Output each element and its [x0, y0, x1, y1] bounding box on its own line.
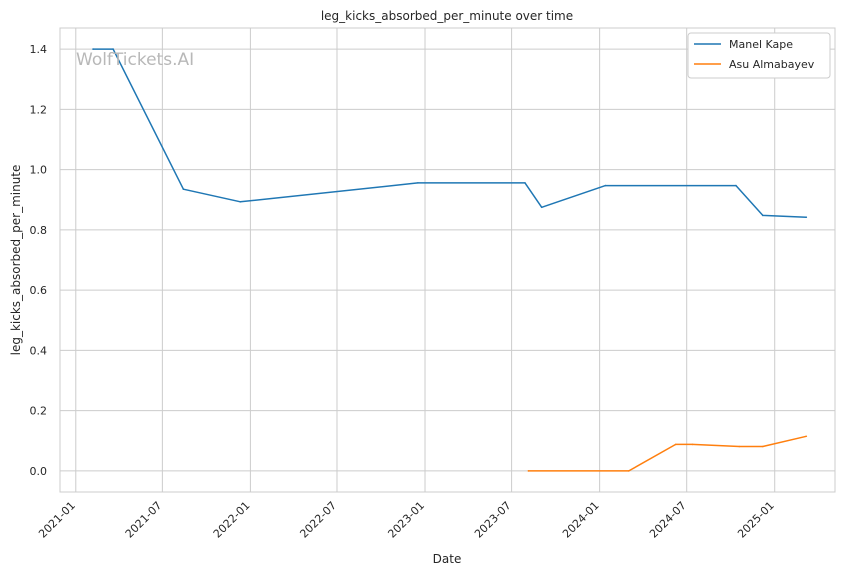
grid [60, 28, 835, 492]
x-tick-label: 2021-01 [36, 499, 78, 541]
x-tick-label: 2022-01 [211, 499, 253, 541]
data-point-asu-almabayev [674, 443, 677, 446]
data-point-asu-almabayev [628, 470, 630, 472]
chart-title: leg_kicks_absorbed_per_minute over time [321, 9, 573, 23]
data-point-asu-almabayev [738, 445, 741, 448]
watermark-text: WolfTickets.AI [76, 50, 194, 70]
plot-area [59, 27, 836, 493]
data-point-manel-kape [182, 188, 185, 190]
legend: Manel Kape Asu Almabayev [687, 32, 831, 79]
data-point-manel-kape [540, 206, 543, 209]
x-tick-label: 2025-01 [735, 499, 777, 541]
y-tick-label: 0.4 [30, 344, 48, 357]
data-point-manel-kape [417, 182, 419, 184]
y-tick-label: 1.2 [30, 103, 48, 116]
x-axis-title: Date [433, 552, 462, 566]
y-tick-label: 0.2 [30, 405, 48, 418]
y-tick-label: 1.0 [30, 164, 48, 177]
data-point-manel-kape [92, 48, 94, 50]
x-tick-label: 2023-01 [385, 499, 427, 541]
x-tick-label: 2024-01 [560, 499, 602, 541]
data-point-asu-almabayev [527, 470, 530, 472]
data-point-manel-kape [604, 184, 607, 187]
data-point-asu-almabayev [691, 443, 694, 446]
data-point-manel-kape [112, 48, 114, 50]
data-point-manel-kape [805, 216, 808, 219]
data-point-manel-kape [239, 201, 242, 203]
x-tick-label: 2023-07 [472, 499, 514, 541]
y-tick-label: 0.6 [30, 284, 48, 297]
data-point-asu-almabayev [805, 435, 808, 438]
x-tick-label: 2021-07 [123, 499, 165, 541]
y-tick-label: 1.4 [30, 43, 48, 56]
data-point-manel-kape [735, 184, 737, 187]
x-tick-label: 2022-07 [297, 499, 339, 541]
data-point-asu-almabayev [761, 445, 764, 448]
legend-label-manel-kape: Manel Kape [729, 38, 793, 51]
data-point-manel-kape [761, 214, 764, 217]
y-tick-label: 0.0 [30, 465, 48, 478]
series-layer [92, 48, 808, 472]
legend-label-asu-almabayev: Asu Almabayev [729, 58, 815, 71]
data-point-manel-kape [524, 182, 526, 184]
y-tick-label: 0.8 [30, 224, 48, 237]
x-tick-label: 2024-07 [647, 499, 689, 541]
y-axis-title: leg_kicks_absorbed_per_minute [9, 165, 23, 356]
legend-box [687, 32, 831, 79]
